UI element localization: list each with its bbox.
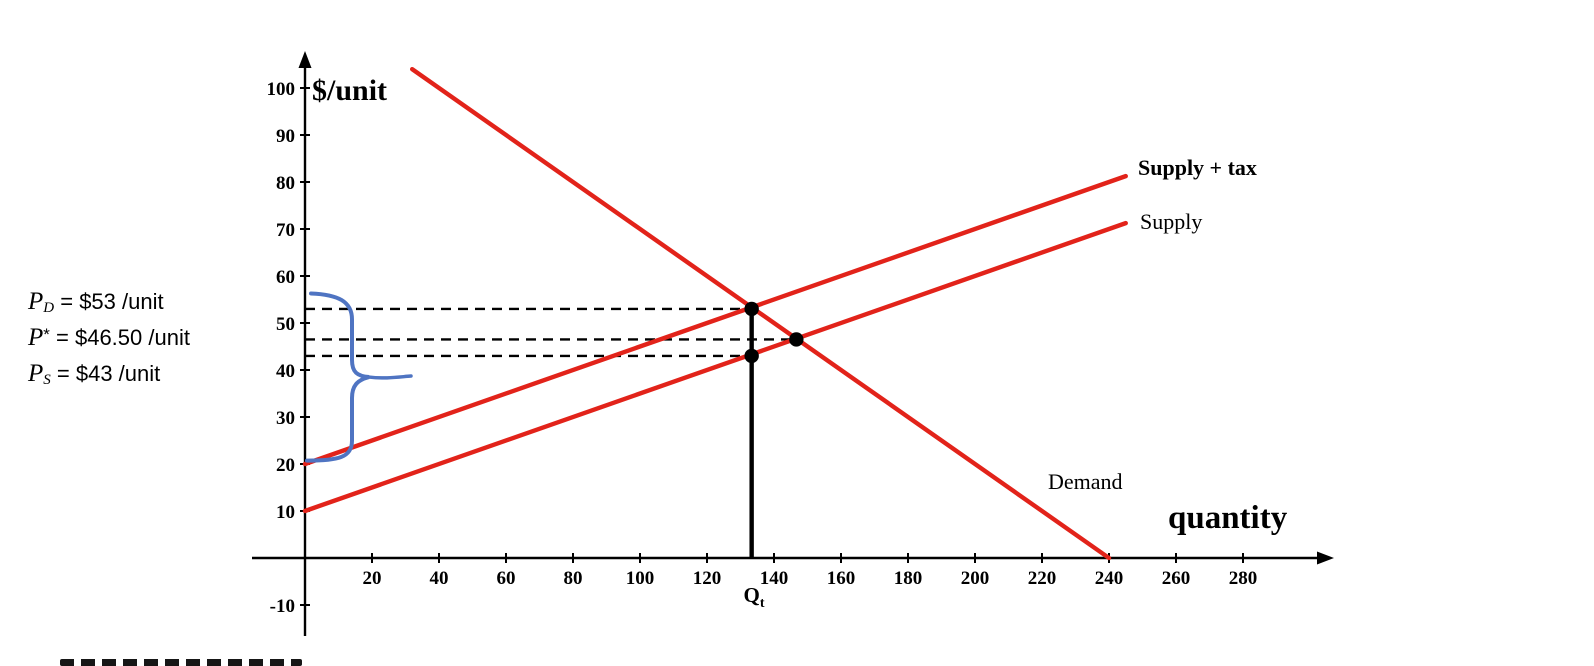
pstar-value: = $46.50 /unit <box>49 325 190 350</box>
x-tick-label: 40 <box>430 568 449 589</box>
qt-subscript: t <box>759 596 765 612</box>
y-tick-label: 40 <box>276 361 295 382</box>
x-tick-label: 60 <box>497 568 516 589</box>
demand-line <box>410 66 1112 561</box>
x-tick-label: 20 <box>363 568 382 589</box>
x-tick-label: 120 <box>693 568 722 589</box>
y-tick-label: 50 <box>276 314 295 335</box>
x-tick-label: 100 <box>626 568 655 589</box>
x-tick-label: 200 <box>961 568 990 589</box>
ps-value: = $43 /unit <box>50 361 161 386</box>
ps-symbol: P <box>28 360 44 387</box>
qt-base: Q <box>743 583 760 607</box>
pstar-symbol: P <box>28 324 44 351</box>
y-tick-label: 90 <box>276 126 295 147</box>
cropped-text-fragment <box>60 659 302 666</box>
supply-line <box>302 220 1128 514</box>
x-tick-label: 240 <box>1095 568 1124 589</box>
price-annotation-pstar: P* = $46.50 /unit <box>28 324 190 353</box>
x-tick-label: 160 <box>827 568 856 589</box>
x-tick-label: 280 <box>1229 568 1258 589</box>
y-axis-title: $/unit <box>312 74 388 107</box>
y-tick-label: 80 <box>276 173 295 194</box>
x-tick-label: 180 <box>894 568 923 589</box>
y-tick-label: 70 <box>276 220 295 241</box>
tax-brace-tail <box>367 374 413 380</box>
pd-symbol: P <box>28 288 44 315</box>
x-axis-title: quantity <box>1168 500 1288 536</box>
demand-label: Demand <box>1048 469 1123 494</box>
x-axis-arrow <box>1317 551 1334 565</box>
price-annotation-pd: PD = $53 /unit <box>28 288 164 317</box>
pd-value: = $53 /unit <box>54 289 164 314</box>
y-tick-label: 100 <box>267 79 296 100</box>
x-tick-label: 260 <box>1162 568 1191 589</box>
y-tick-label-negative: -10 <box>270 596 295 617</box>
qt-label: Qt <box>732 583 776 612</box>
producer-price-at-Qt-point <box>744 348 759 364</box>
y-axis-arrow <box>298 51 312 68</box>
supply-plus-tax-line <box>302 173 1128 467</box>
x-tick-label: 80 <box>564 568 583 589</box>
y-tick-label: 10 <box>276 502 295 523</box>
pstar-superscript: * <box>43 325 50 344</box>
tax-brace <box>305 291 370 463</box>
supply-label: Supply <box>1140 209 1203 234</box>
x-tick-label: 220 <box>1028 568 1057 589</box>
y-tick-label: 30 <box>276 408 295 429</box>
price-annotation-ps: PS = $43 /unit <box>28 360 160 389</box>
supply-plus-tax-label: Supply + tax <box>1138 155 1257 180</box>
y-tick-label: 60 <box>276 267 295 288</box>
pd-subscript: D <box>43 300 55 316</box>
x-tick-label: 140 <box>760 568 789 589</box>
pre-tax-equilibrium-point <box>789 332 804 347</box>
y-tick-label: 20 <box>276 455 295 476</box>
ps-subscript: S <box>43 372 51 388</box>
consumer-price-at-Qt-point <box>744 301 759 317</box>
